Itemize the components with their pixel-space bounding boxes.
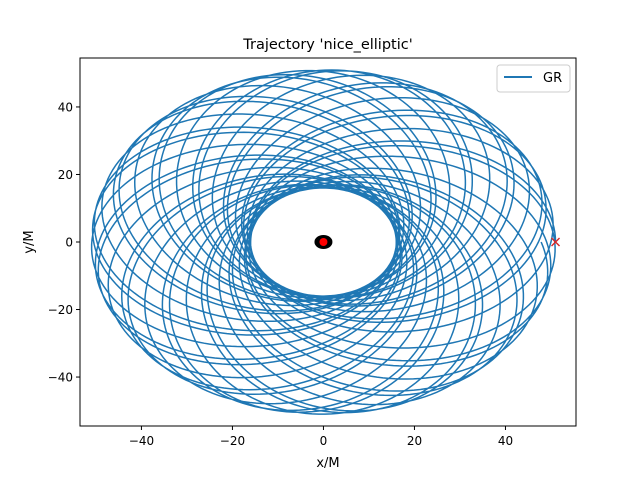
legend-box	[496, 64, 571, 93]
x-axis-label: x/M	[316, 456, 339, 471]
y-tick-label: 20	[58, 168, 73, 182]
y-tick-label: −40	[48, 371, 73, 385]
start-marker-stroke-2	[551, 237, 561, 247]
y-axis: −40 −20 0 20 40	[48, 100, 80, 385]
x-tick-label: 0	[320, 434, 328, 448]
x-tick-label: −20	[220, 434, 245, 448]
y-axis-label: y/M	[22, 230, 37, 253]
center-marker	[319, 238, 328, 246]
chart-title: Trajectory 'nice_elliptic'	[242, 37, 412, 53]
x-axis: −40 −20 0 20 40	[129, 426, 513, 448]
y-tick-label: −20	[48, 303, 73, 317]
y-tick-label: 40	[58, 100, 73, 114]
plot-area	[79, 57, 577, 427]
x-tick-label: 40	[498, 434, 513, 448]
y-tick-label: 0	[65, 236, 73, 250]
legend-label-gr: GR	[543, 71, 562, 86]
start-marker	[551, 237, 561, 247]
x-tick-label: −40	[129, 434, 154, 448]
series-line-gr	[90, 69, 557, 415]
legend: GR	[496, 64, 571, 93]
x-tick-label: 20	[407, 434, 422, 448]
